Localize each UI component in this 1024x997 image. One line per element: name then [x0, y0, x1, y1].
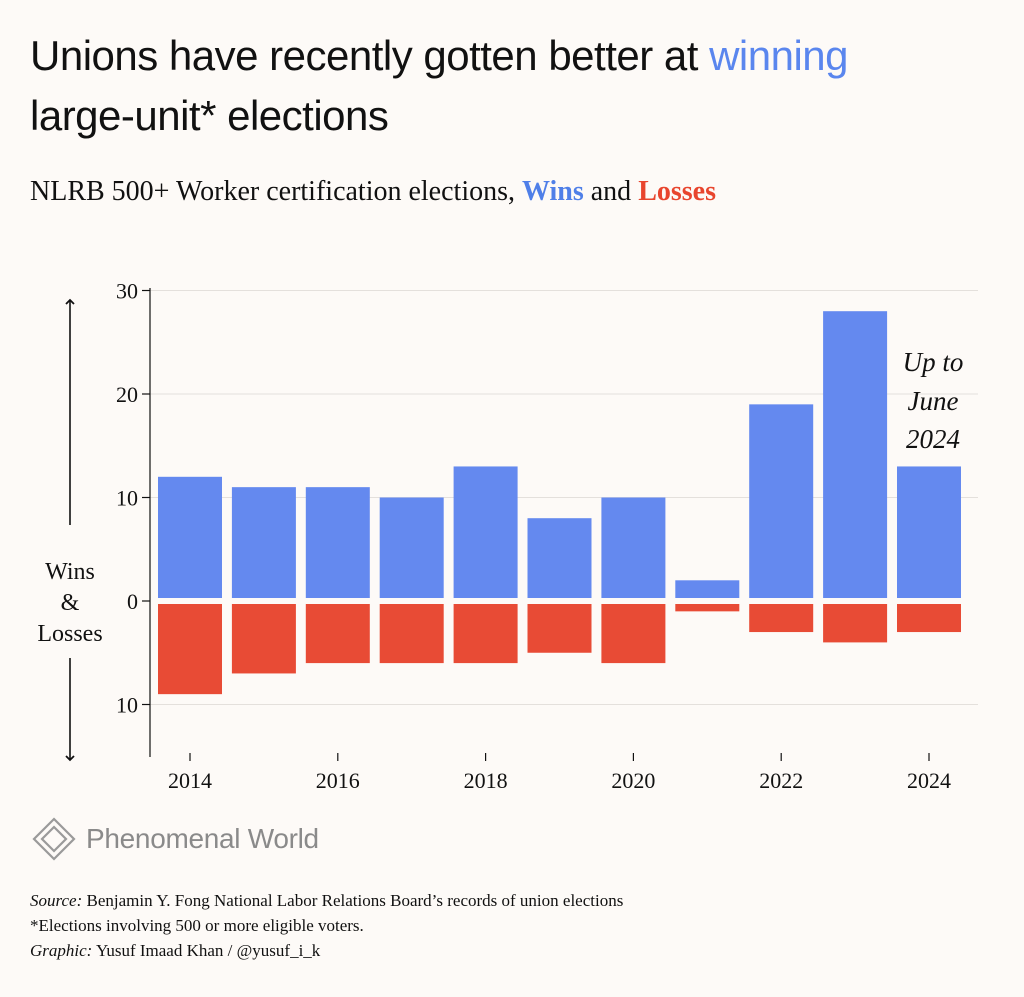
title-part2: large-unit* elections [30, 92, 389, 139]
x-tick-label: 2014 [168, 768, 212, 793]
logo-text: Phenomenal World [86, 823, 319, 854]
win-bar [527, 518, 592, 598]
win-bar [749, 404, 814, 598]
win-bar [601, 497, 666, 598]
y-tick-label: 20 [116, 382, 138, 407]
annotation-text: Up to [903, 347, 964, 377]
annotation-text: 2024 [906, 424, 960, 454]
y-tick-label: 0 [127, 589, 138, 614]
loss-bar [453, 604, 518, 664]
diamond-logo-icon [32, 817, 76, 861]
source-label: Source: [30, 891, 83, 910]
source-line: Source: Benjamin Y. Fong National Labor … [30, 888, 990, 913]
footer-notes: Source: Benjamin Y. Fong National Labor … [30, 888, 990, 963]
title-part1: Unions have recently gotten better at [30, 32, 710, 79]
win-bar [379, 497, 444, 598]
win-bar [675, 580, 740, 598]
loss-bar [823, 604, 888, 643]
loss-bar [675, 604, 740, 612]
graphic-text: Yusuf Imaad Khan / @yusuf_i_k [92, 941, 321, 960]
subtitle-and: and [583, 176, 639, 207]
loss-bar [601, 604, 666, 664]
win-bar [897, 466, 961, 598]
graphic-label: Graphic: [30, 941, 93, 960]
loss-bar [749, 604, 814, 633]
x-tick-label: 2018 [464, 768, 508, 793]
y-tick-label: 10 [116, 486, 138, 511]
loss-bar [897, 604, 961, 633]
loss-bar [305, 604, 370, 664]
loss-bar [527, 604, 592, 653]
subtitle-part1: NLRB 500+ Worker certification elections… [30, 176, 522, 207]
subtitle-losses: Losses [638, 176, 716, 207]
source-text: Benjamin Y. Fong National Labor Relation… [82, 891, 624, 910]
y-tick-label: 10 [116, 693, 138, 718]
win-bar [823, 311, 888, 598]
loss-bar [158, 604, 222, 695]
subtitle-wins: Wins [522, 176, 584, 207]
annotation-text: June [908, 386, 959, 416]
x-tick-label: 2020 [611, 768, 655, 793]
y-axis-label: Wins [45, 559, 95, 585]
win-bar [453, 466, 518, 598]
graphic-credit-line: Graphic: Yusuf Imaad Khan / @yusuf_i_k [30, 938, 990, 963]
title-highlight: winning [709, 32, 849, 79]
bar-chart: 30 20 10 0 10 2014 2016 2018 2020 2022 2024 Wins & L… [37, 279, 978, 793]
publisher-logo: Phenomenal World [30, 816, 319, 862]
y-tick-label: 30 [116, 279, 138, 304]
win-bar [305, 487, 370, 598]
win-bar [231, 487, 296, 598]
footnote-line: *Elections involving 500 or more eligibl… [30, 916, 364, 935]
x-tick-label: 2024 [907, 768, 951, 793]
x-tick-label: 2022 [759, 768, 803, 793]
chart-subtitle: NLRB 500+ Worker certification elections… [30, 172, 990, 212]
y-axis-label: Losses [37, 621, 102, 647]
chart-title: Unions have recently gotten better at wi… [30, 26, 990, 146]
x-tick-label: 2016 [316, 768, 360, 793]
win-bar [158, 476, 222, 598]
loss-bar [231, 604, 296, 674]
y-axis-label: & [61, 590, 80, 616]
loss-bar [379, 604, 444, 664]
